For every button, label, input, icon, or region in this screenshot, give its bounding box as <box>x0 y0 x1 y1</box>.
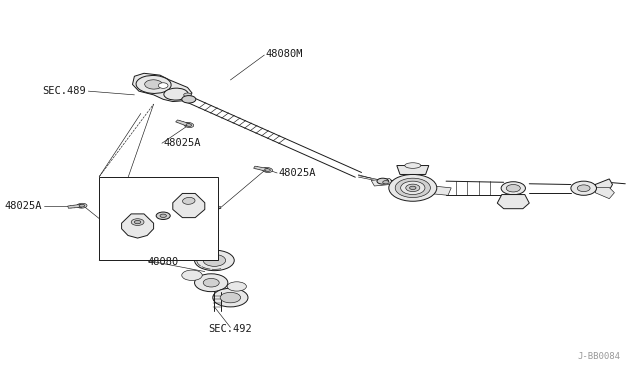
Ellipse shape <box>182 270 202 280</box>
Ellipse shape <box>134 220 141 224</box>
Text: J-BB0084: J-BB0084 <box>578 352 621 361</box>
Ellipse shape <box>145 80 163 89</box>
Text: 48025A: 48025A <box>278 168 316 178</box>
Ellipse shape <box>410 186 416 190</box>
Ellipse shape <box>383 180 389 184</box>
Polygon shape <box>595 179 612 190</box>
Ellipse shape <box>77 203 87 208</box>
Polygon shape <box>397 166 429 174</box>
Ellipse shape <box>227 282 246 291</box>
Ellipse shape <box>405 163 421 168</box>
Ellipse shape <box>195 250 234 271</box>
Ellipse shape <box>182 96 196 103</box>
Ellipse shape <box>577 185 590 192</box>
Polygon shape <box>132 73 192 102</box>
Ellipse shape <box>265 169 270 171</box>
Polygon shape <box>497 195 529 209</box>
Ellipse shape <box>501 182 525 195</box>
Polygon shape <box>429 186 451 195</box>
Ellipse shape <box>204 278 219 287</box>
Polygon shape <box>173 193 205 218</box>
Ellipse shape <box>156 212 170 219</box>
Ellipse shape <box>212 288 248 307</box>
Ellipse shape <box>131 219 144 225</box>
Ellipse shape <box>195 274 228 292</box>
Polygon shape <box>68 204 82 208</box>
Ellipse shape <box>401 181 425 195</box>
Ellipse shape <box>79 204 84 207</box>
Ellipse shape <box>184 122 194 128</box>
Ellipse shape <box>389 174 437 201</box>
Bar <box>99 177 218 260</box>
Ellipse shape <box>396 178 431 198</box>
Text: 48025A: 48025A <box>4 202 42 211</box>
Ellipse shape <box>164 88 188 100</box>
Ellipse shape <box>136 76 171 93</box>
Text: 48080: 48080 <box>147 257 179 267</box>
Polygon shape <box>253 166 268 171</box>
Ellipse shape <box>571 181 596 195</box>
Ellipse shape <box>160 214 166 217</box>
Ellipse shape <box>184 93 191 97</box>
Text: SEC.489: SEC.489 <box>43 86 86 96</box>
Ellipse shape <box>506 185 520 192</box>
Ellipse shape <box>182 198 195 204</box>
Polygon shape <box>122 214 154 238</box>
Text: 48025A: 48025A <box>163 138 201 148</box>
Ellipse shape <box>158 83 168 89</box>
Ellipse shape <box>220 292 241 303</box>
Ellipse shape <box>377 178 388 184</box>
Ellipse shape <box>406 184 420 192</box>
Polygon shape <box>371 179 394 186</box>
Text: 48080M: 48080M <box>266 49 303 59</box>
Ellipse shape <box>186 124 191 126</box>
Text: SEC.492: SEC.492 <box>209 324 252 334</box>
Polygon shape <box>595 187 614 199</box>
Ellipse shape <box>204 254 226 266</box>
Polygon shape <box>175 120 189 126</box>
Ellipse shape <box>262 167 273 173</box>
